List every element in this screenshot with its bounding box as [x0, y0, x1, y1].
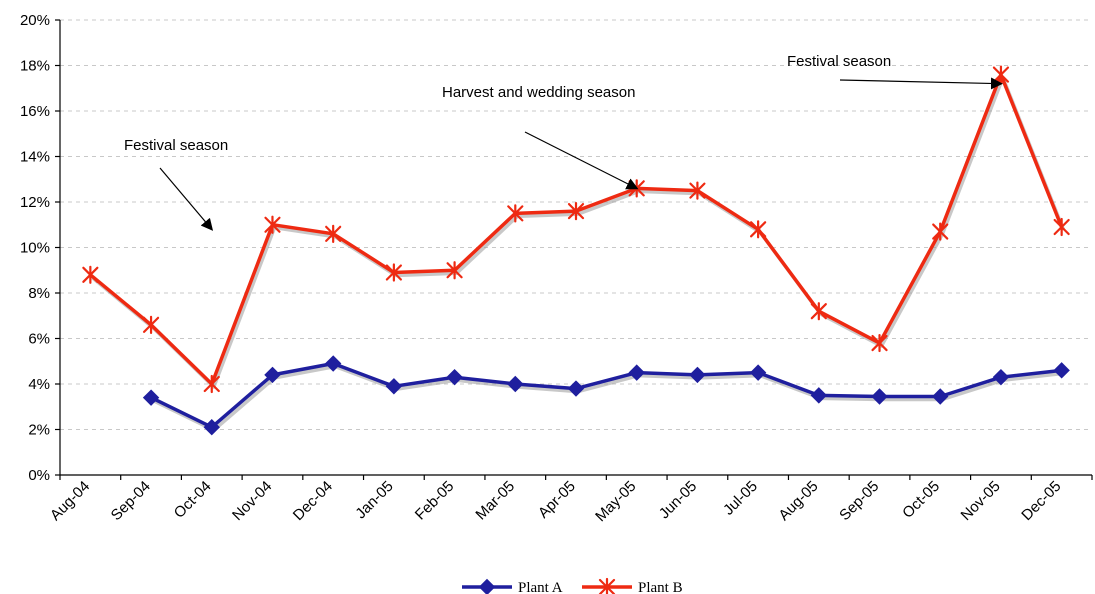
x-tick-label: Sep-05 — [836, 478, 882, 524]
plant-b-point — [446, 261, 463, 280]
plant-a-point — [1053, 362, 1070, 379]
plant-b-point — [810, 302, 827, 321]
gridlines — [60, 19, 1092, 430]
plant-a-point — [689, 366, 706, 384]
plant-b-point — [1053, 217, 1070, 237]
plant-b-point — [992, 65, 1010, 84]
y-tick-label: 18% — [20, 58, 50, 75]
plant-a-point — [932, 388, 949, 405]
plant-a-point — [324, 355, 342, 372]
y-tick-label: 10% — [20, 240, 50, 257]
x-tick-label: Jul-05 — [720, 478, 761, 519]
x-tick-label: May-05 — [592, 478, 639, 525]
x-tick-label: Jun-05 — [656, 478, 700, 522]
plant-a-point — [203, 419, 220, 436]
x-tick-label: Dec-05 — [1018, 478, 1064, 524]
y-axis-tick-labels: 0% 2% 4% 6% 8% 10% 12% 14% 16% 18% 20% — [20, 12, 50, 484]
plant-a-point — [749, 364, 767, 381]
annotation-arrow — [839, 77, 1003, 90]
x-tick-label: Oct-05 — [899, 478, 943, 522]
plant-b-point — [932, 222, 949, 241]
x-tick-label: Apr-05 — [535, 478, 579, 522]
x-tick-label: Nov-05 — [958, 478, 1004, 524]
y-tick-label: 4% — [28, 376, 50, 393]
y-tick-label: 14% — [20, 149, 50, 166]
plant-b-line — [89, 72, 1064, 386]
legend-label: Plant A — [518, 580, 563, 594]
x-tick-label: Aug-04 — [47, 478, 93, 524]
plant-b-point — [507, 204, 524, 223]
plant-a-point — [810, 387, 828, 404]
axes — [55, 19, 1093, 480]
plant-b-point — [203, 374, 220, 394]
plant-a-point — [992, 368, 1010, 386]
plant-b-point — [264, 215, 281, 234]
plant-b-shadow — [91, 75, 1066, 389]
annotation-label: Festival season — [124, 137, 228, 154]
y-tick-label: 20% — [20, 12, 50, 29]
plant-b-point — [750, 220, 767, 239]
plant-a-point — [567, 380, 585, 397]
x-tick-label: Sep-04 — [108, 478, 154, 524]
y-tick-label: 2% — [28, 422, 50, 439]
annotation-label: Harvest and wedding season — [442, 84, 635, 101]
y-tick-label: 6% — [28, 331, 50, 348]
y-tick-label: 16% — [20, 103, 50, 120]
annotation-label: Festival season — [787, 53, 891, 70]
plant-b-point — [82, 265, 99, 284]
plant-a-point — [385, 378, 403, 395]
plant-a-shadow — [152, 364, 1064, 432]
x-tick-label: Nov-04 — [229, 478, 275, 524]
plant-b-point — [325, 224, 342, 243]
plant-a-point — [871, 388, 888, 405]
x-axis-tick-labels: Aug-04 Sep-04 Oct-04 Nov-04 Dec-04 Jan-05 Feb-… — [47, 478, 1065, 525]
plant-b-point — [689, 181, 706, 200]
plant-a-point — [264, 366, 281, 384]
plant-a-line — [150, 361, 1062, 429]
legend-item-plant-b: Plant B — [582, 577, 683, 594]
x-tick-label: Jan-05 — [352, 478, 396, 522]
annotation-arrow — [524, 131, 639, 190]
plant-b-point — [567, 202, 585, 221]
legend-label: Plant B — [638, 580, 683, 594]
legend-marker — [478, 578, 496, 594]
x-tick-label: Oct-04 — [171, 478, 215, 522]
plant-a-point — [507, 375, 524, 393]
plot-series — [82, 65, 1070, 436]
y-tick-label: 12% — [20, 194, 50, 211]
x-tick-label: Aug-05 — [775, 478, 821, 524]
plant-b-point — [385, 263, 402, 282]
x-tick-label: Feb-05 — [412, 478, 458, 524]
plant-a-point — [628, 364, 645, 381]
y-tick-label: 0% — [28, 467, 50, 484]
legend-item-plant-a: Plant A — [462, 578, 563, 594]
plant-a-point — [446, 368, 463, 386]
plant-a-point — [142, 389, 160, 406]
annotations: Festival season Harvest and wedding seaso… — [124, 53, 1003, 231]
annotation-arrow — [159, 167, 214, 231]
y-tick-label: 8% — [28, 285, 50, 302]
plant-b-point — [871, 333, 888, 353]
x-tick-label: Dec-04 — [290, 478, 336, 524]
legend: Plant A Plant B — [462, 577, 683, 594]
plant-b-point — [142, 315, 160, 334]
x-tick-label: Mar-05 — [473, 478, 519, 524]
legend-marker — [598, 577, 616, 594]
